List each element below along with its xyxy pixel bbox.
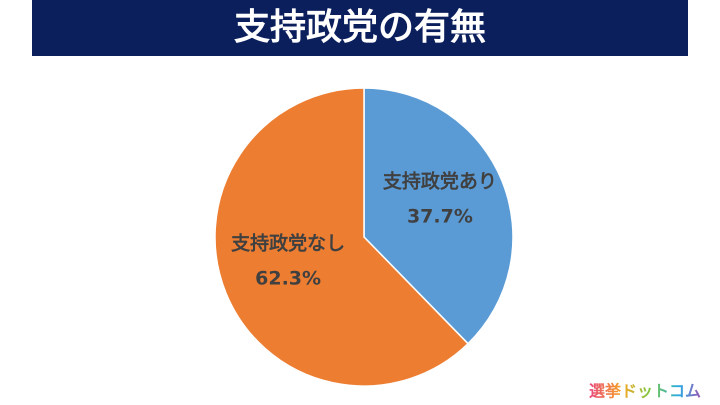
slice-label: 支持政党なし — [230, 231, 345, 254]
title-bar — [32, 0, 688, 56]
slice-label: 支持政党あり — [382, 170, 497, 193]
value-label: 62.3% — [255, 267, 321, 289]
pie-slice — [363, 87, 514, 345]
value-label: 37.7% — [407, 206, 473, 228]
chart-title: 支持政党の有無 — [234, 7, 486, 48]
logo: 選挙ドットコム — [589, 382, 701, 401]
pie-slice — [214, 87, 470, 387]
